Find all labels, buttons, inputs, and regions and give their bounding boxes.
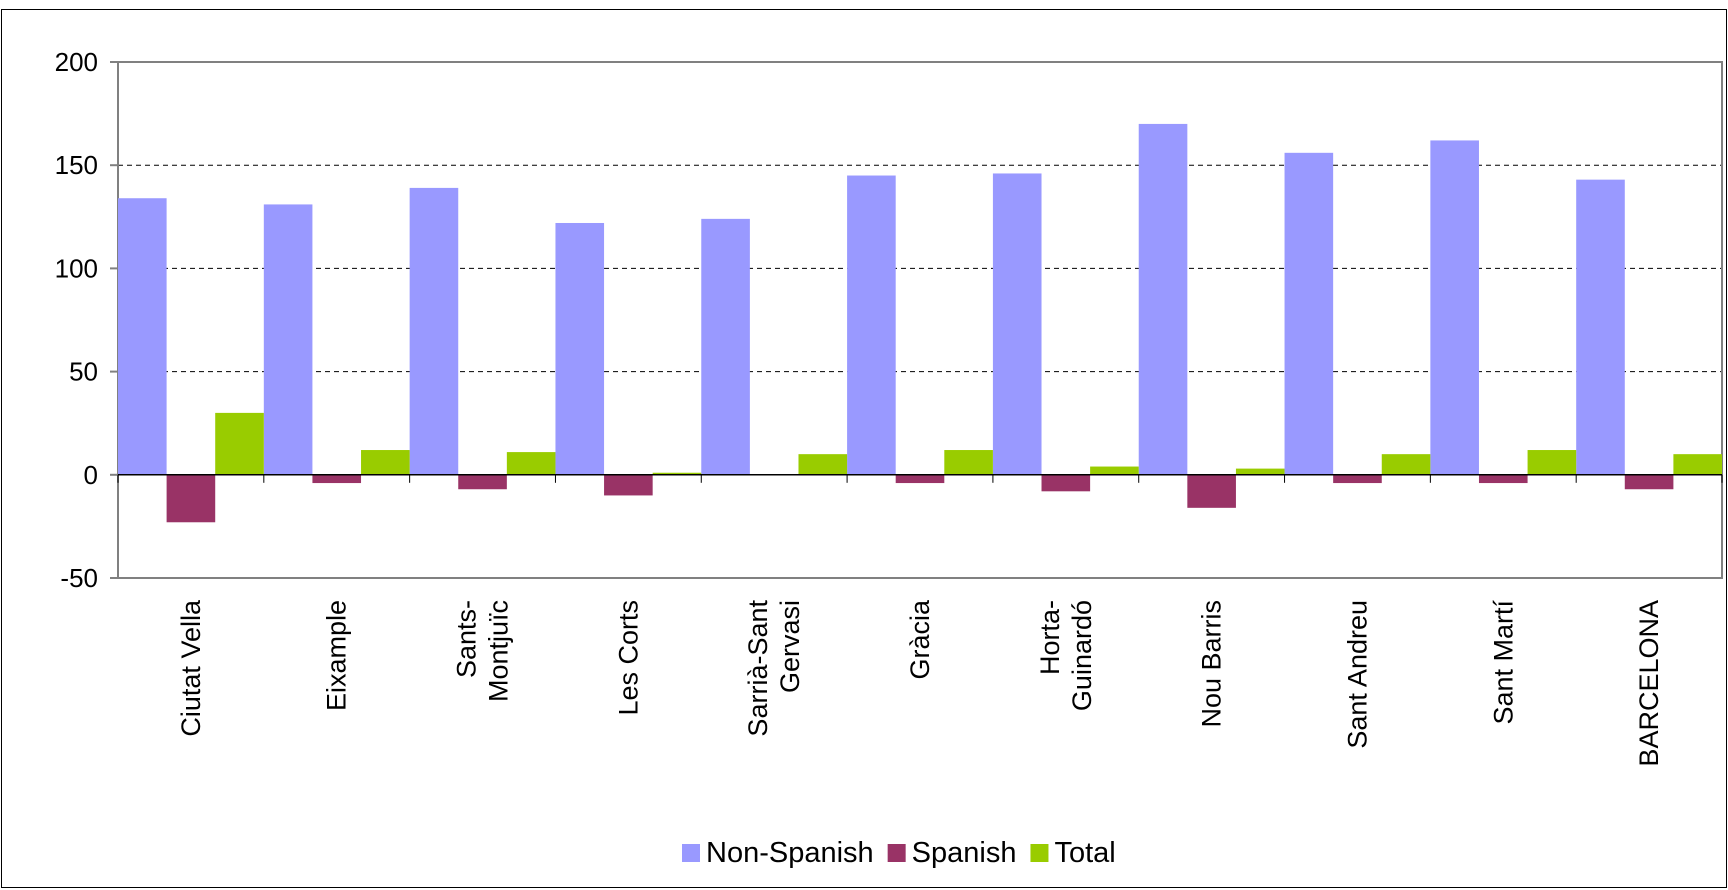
bar-total-1	[361, 450, 410, 475]
x-category-label-line: Les Corts	[613, 600, 643, 716]
bar-non-spanish-8	[1284, 152, 1334, 475]
bar-non-spanish-6	[992, 173, 1042, 475]
x-category-label: BARCELONA	[1634, 600, 1664, 767]
bars	[118, 123, 1722, 523]
bar-non-spanish-5	[847, 175, 896, 475]
bar-total-4	[798, 454, 848, 475]
x-category-label: Les Corts	[613, 600, 643, 716]
bar-spanish-10	[1624, 474, 1674, 490]
x-category-label-line: Sarrià-Sant	[743, 600, 773, 737]
x-category-label-line: Montjuïc	[484, 600, 514, 702]
x-category-label-line: BARCELONA	[1634, 600, 1664, 767]
chart-border	[1, 9, 1727, 888]
x-category-label: Sant Martí	[1488, 600, 1518, 725]
bar-spanish-7	[1187, 474, 1236, 508]
bar-non-spanish-1	[263, 204, 313, 475]
legend-swatch	[887, 844, 906, 862]
legend-label: Total	[1054, 837, 1115, 869]
bar-total-3	[652, 472, 702, 475]
bar-total-5	[944, 450, 993, 475]
bar-spanish-0	[166, 474, 216, 523]
x-category-label: Gràcia	[905, 599, 935, 680]
bar-total-10	[1673, 454, 1722, 475]
bar-spanish-2	[458, 474, 507, 490]
bar-spanish-9	[1478, 474, 1528, 484]
legend-label: Non-Spanish	[706, 837, 874, 869]
bar-non-spanish-4	[701, 218, 750, 475]
y-tick-label: 0	[84, 460, 98, 490]
bar-spanish-3	[604, 474, 653, 496]
x-category-label-line: Nou Barris	[1197, 600, 1227, 728]
bar-total-0	[215, 412, 264, 475]
legend-swatch	[1030, 844, 1049, 862]
legend-swatch	[682, 844, 700, 862]
x-category-label-line: Sant Andreu	[1342, 600, 1372, 749]
y-tick-label: 200	[55, 47, 98, 77]
y-tick-label: 150	[55, 150, 98, 180]
bar-total-2	[506, 452, 556, 475]
bar-non-spanish-9	[1430, 140, 1479, 475]
x-category-label-line: Horta-	[1035, 600, 1065, 675]
x-category-label: Sant Andreu	[1342, 600, 1372, 749]
x-category-label: Sants- Montjuïc	[452, 600, 514, 702]
x-category-label: Eixample	[322, 600, 352, 711]
bar-total-8	[1381, 454, 1431, 475]
bar-non-spanish-3	[555, 222, 605, 475]
bar-non-spanish-7	[1138, 123, 1188, 475]
legend-label: Spanish	[912, 837, 1017, 869]
x-category-label-line: Gràcia	[905, 599, 935, 680]
x-category-label-line: Guinardó	[1067, 600, 1097, 711]
bar-spanish-1	[312, 474, 362, 484]
x-category-label: Nou Barris	[1197, 600, 1227, 728]
bar-total-7	[1235, 468, 1285, 475]
plot-area	[117, 61, 1723, 579]
x-category-label: Ciutat Vella	[176, 599, 206, 737]
x-category-label-line: Eixample	[322, 600, 352, 711]
x-axis-ticks: Ciutat Vella Eixample Sants- Montjuïc Les Co…	[117, 474, 1723, 767]
bar-total-9	[1527, 450, 1577, 475]
bar-non-spanish-2	[409, 187, 459, 475]
y-tick-label: -50	[60, 563, 98, 593]
x-category-label: Sarrià-Sant Gervasi	[743, 600, 805, 737]
bar-spanish-8	[1333, 474, 1382, 484]
bar-total-6	[1090, 466, 1139, 475]
bar-spanish-6	[1041, 474, 1091, 492]
legend: Non-Spanish Spanish Total	[682, 837, 1116, 869]
y-tick-label: 50	[69, 357, 98, 387]
x-category-label-line: Ciutat Vella	[176, 599, 206, 737]
bar-spanish-5	[895, 474, 945, 484]
x-category-label-line: Sants-	[452, 600, 482, 678]
y-tick-label: 100	[55, 253, 98, 283]
x-category-label-line: Sant Martí	[1488, 600, 1518, 725]
y-axis-ticks: 200 150 100 50 0 -50	[55, 47, 118, 593]
x-category-label-line: Gervasi	[775, 600, 805, 693]
bar-non-spanish-0	[118, 198, 167, 475]
x-category-label: Horta- Guinardó	[1035, 600, 1097, 711]
bar-non-spanish-10	[1576, 179, 1625, 475]
gridlines	[118, 164, 1722, 373]
